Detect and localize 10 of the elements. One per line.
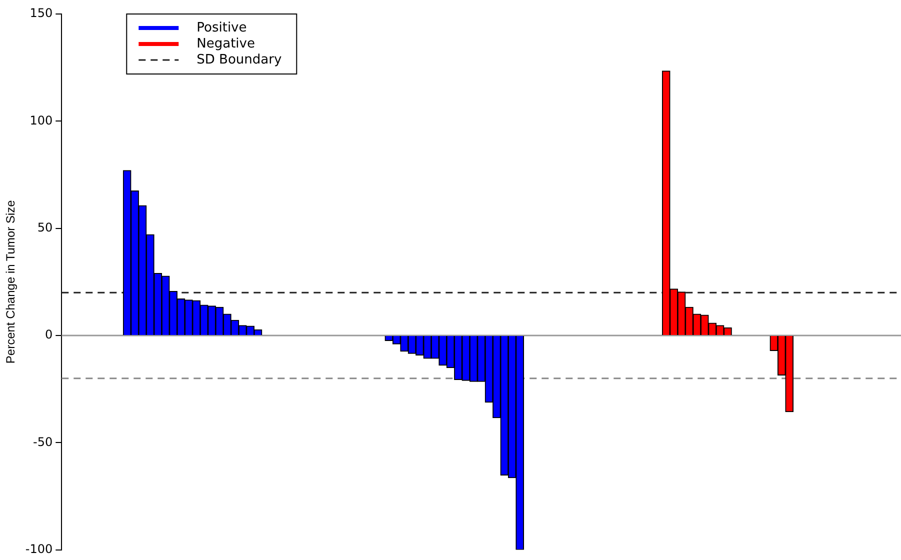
legend-label: Positive	[196, 20, 247, 36]
y-tick-label: -100	[25, 542, 53, 556]
y-axis-title: Percent Change in Tumor Size	[4, 200, 18, 364]
legend-label: Negative	[196, 36, 255, 52]
y-tick-label: -50	[33, 434, 53, 449]
legend-label: SD Boundary	[196, 52, 282, 68]
y-tick-label: 100	[30, 113, 53, 128]
y-tick-label: 50	[37, 220, 53, 234]
y-tick-label: 150	[30, 6, 53, 20]
y-tick-label: 0	[44, 328, 53, 342]
